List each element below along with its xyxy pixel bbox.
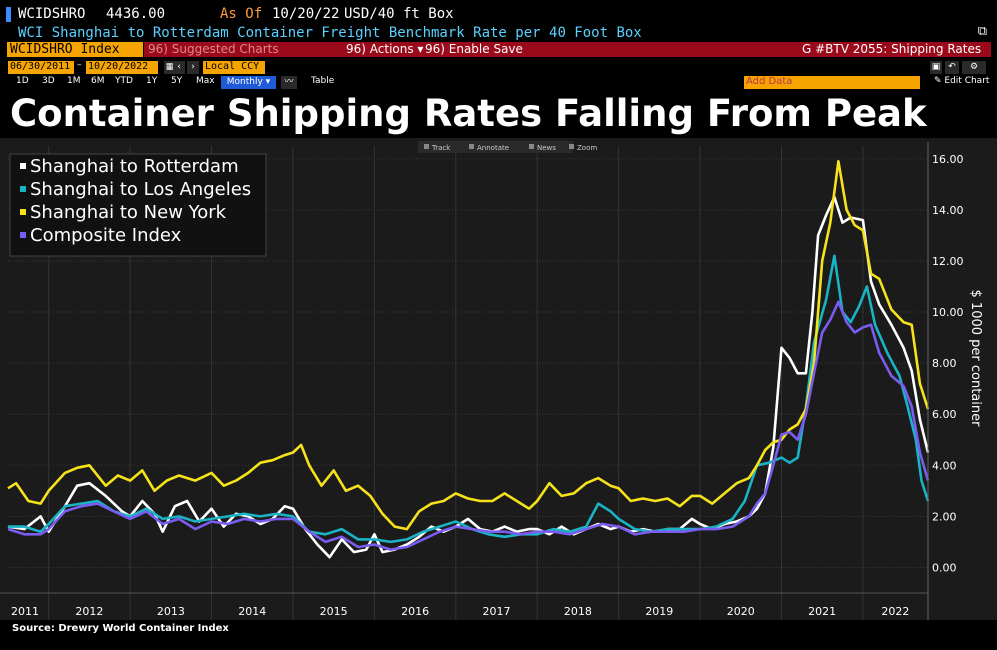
series-line-0 — [7, 195, 930, 559]
currency-select[interactable]: Local CCY — [203, 61, 265, 74]
tool-icon — [424, 144, 429, 149]
y-tick-label: 16.00 — [932, 153, 964, 166]
x-tick-label: 2014 — [238, 605, 266, 618]
legend-label: Composite Index — [30, 225, 182, 246]
y-tick-label: 14.00 — [932, 204, 964, 217]
y-tick-label: 2.00 — [932, 510, 957, 523]
legend-swatch — [20, 163, 26, 169]
x-tick-label: 2011 — [11, 605, 39, 618]
x-tick-label: 2019 — [645, 605, 673, 618]
function-bar: 96) Suggested Charts 96) Actions ▾ 96) E… — [144, 42, 991, 57]
legend-box — [9, 153, 267, 257]
tool-icon — [569, 144, 574, 149]
x-tick-label: 2015 — [320, 605, 348, 618]
legend-label: Shanghai to New York — [30, 202, 227, 223]
x-tick-label: 2013 — [157, 605, 185, 618]
start-date-input[interactable]: 06/30/2011 — [8, 61, 74, 74]
tool-icon — [469, 144, 474, 149]
actions-menu[interactable]: 96) Actions ▾ — [346, 42, 424, 56]
x-tick-label: 2020 — [727, 605, 755, 618]
camera-icon[interactable]: ▣ — [930, 61, 942, 74]
tool-news[interactable]: News — [537, 144, 556, 152]
index-field[interactable]: WCIDSHRO Index — [7, 42, 143, 57]
y-tick-label: 6.00 — [932, 408, 957, 421]
range-6m[interactable]: 6M — [91, 76, 105, 86]
line-chart[interactable]: 0.00 2.00 4.00 6.00 8.00 10.00 12.00 14.00 16.00… — [0, 138, 997, 623]
prev-period-button[interactable]: ‹ — [173, 61, 185, 74]
legend-swatch — [20, 209, 26, 215]
next-period-button[interactable]: › — [187, 61, 199, 74]
y-tick-label: 0.00 — [932, 561, 957, 574]
y-tick-label: 4.00 — [932, 459, 957, 472]
function-toolbar: WCIDSHRO Index 96) Suggested Charts 96) … — [0, 41, 997, 58]
enable-save-button[interactable]: 96) Enable Save — [425, 42, 523, 56]
y-tick-label: 10.00 — [932, 306, 964, 319]
date-controls: 06/30/2011 – 10/20/2022 ▦ ‹ › Local CCY … — [0, 60, 997, 75]
range-5y[interactable]: 5Y — [171, 76, 183, 86]
legend-label: Shanghai to Los Angeles — [30, 179, 251, 200]
x-tick-label: 2018 — [564, 605, 592, 618]
range-1d[interactable]: 1D — [16, 76, 29, 86]
series-line-3 — [7, 300, 930, 551]
as-of-label: As Of — [220, 6, 263, 22]
y-tick-label: 8.00 — [932, 357, 957, 370]
legend-label: Shanghai to Rotterdam — [30, 156, 239, 177]
range-controls: 1D 3D 1M 6M YTD 1Y 5Y Max Monthly ▾ 〰 Ta… — [0, 75, 997, 90]
suggested-charts-button[interactable]: 96) Suggested Charts — [148, 42, 279, 56]
x-tick-label: 2012 — [75, 605, 103, 618]
x-tick-label: 2022 — [881, 605, 909, 618]
range-1y[interactable]: 1Y — [146, 76, 158, 86]
period-select[interactable]: Monthly ▾ — [221, 76, 276, 89]
legend-swatch — [20, 186, 26, 192]
headline-banner: Container Shipping Rates Falling From Pe… — [0, 90, 997, 138]
range-1m[interactable]: 1M — [67, 76, 81, 86]
legend-swatch — [20, 232, 26, 238]
security-header: WCIDSHRO 4436.00 As Of 10/20/22 USD/40 f… — [0, 0, 997, 24]
security-marker — [6, 7, 11, 22]
btv-link[interactable]: G #BTV 2055: Shipping Rates — [802, 42, 982, 56]
source-note: Source: Drewry World Container Index — [12, 623, 229, 634]
date-separator: – — [77, 60, 82, 70]
chart-tools: Track Annotate News Zoom — [418, 141, 597, 153]
download-icon[interactable]: ⧉ — [977, 24, 987, 39]
x-tick-label: 2016 — [401, 605, 429, 618]
add-data-input[interactable]: Add Data — [744, 76, 920, 89]
chart-area: 0.00 2.00 4.00 6.00 8.00 10.00 12.00 14.00 16.00… — [0, 138, 997, 628]
ticker-symbol[interactable]: WCIDSHRO — [18, 6, 86, 22]
settings-icon[interactable]: ⚙ — [962, 61, 986, 74]
y-axis-label: $ 1000 per container — [968, 290, 983, 428]
footer: Source: Drewry World Container Index — [0, 620, 997, 650]
undo-icon[interactable]: ↶ — [945, 61, 959, 74]
tool-track[interactable]: Track — [431, 144, 451, 152]
range-ytd[interactable]: YTD — [115, 76, 133, 86]
x-tick-label: 2021 — [808, 605, 836, 618]
line-chart-icon[interactable]: 〰 — [281, 76, 297, 89]
price-unit: USD/40 ft Box — [344, 6, 454, 22]
range-3d[interactable]: 3D — [42, 76, 55, 86]
as-of-date: 10/20/22 — [272, 6, 340, 22]
series-lines — [7, 160, 930, 559]
y-axis: 0.00 2.00 4.00 6.00 8.00 10.00 12.00 14.00 16.00 — [927, 142, 964, 623]
chart-tools-bar — [418, 141, 573, 153]
last-price: 4436.00 — [106, 6, 166, 22]
range-max[interactable]: Max — [196, 76, 215, 86]
x-tick-label: 2017 — [482, 605, 510, 618]
end-date-input[interactable]: 10/20/2022 — [86, 61, 158, 74]
y-tick-label: 12.00 — [932, 255, 964, 268]
tool-annotate[interactable]: Annotate — [477, 144, 509, 152]
tool-zoom[interactable]: Zoom — [577, 144, 597, 152]
security-description-row: WCI Shanghai to Rotterdam Container Frei… — [0, 24, 997, 41]
table-button[interactable]: Table — [311, 76, 335, 86]
edit-chart-button[interactable]: ✎ Edit Chart — [934, 76, 990, 86]
tool-icon — [529, 144, 534, 149]
headline-text: Container Shipping Rates Falling From Pe… — [10, 92, 927, 135]
x-axis: 2011 2012 2013 2014 2015 2016 2017 2018 2019 2020… — [0, 592, 928, 618]
security-description: WCI Shanghai to Rotterdam Container Frei… — [18, 25, 642, 41]
